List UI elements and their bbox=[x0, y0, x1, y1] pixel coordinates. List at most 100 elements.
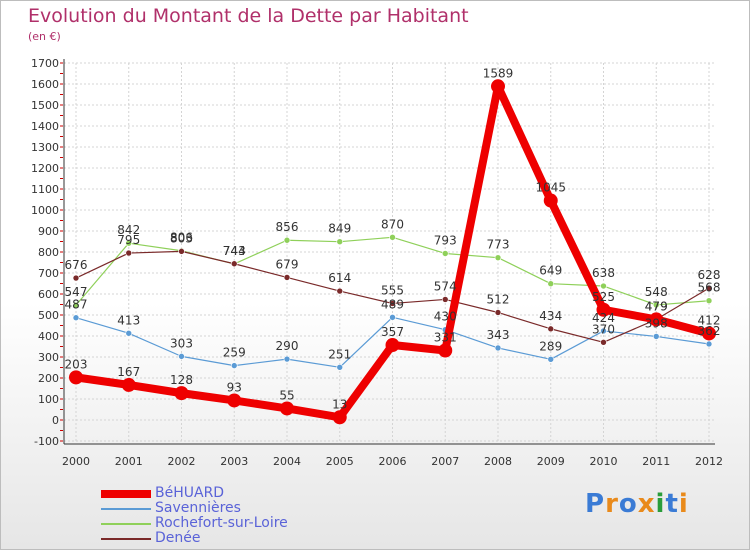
data-point-0 bbox=[69, 370, 83, 385]
data-point-1 bbox=[72, 314, 80, 322]
legend-item: Savennières bbox=[101, 501, 288, 516]
data-point-1 bbox=[230, 362, 238, 369]
data-point-2 bbox=[705, 297, 713, 305]
x-tick-label: 2002 bbox=[168, 455, 196, 468]
data-label: 251 bbox=[328, 347, 351, 361]
y-tick-label: 1500 bbox=[31, 99, 59, 112]
data-point-1 bbox=[389, 314, 396, 321]
data-point-0 bbox=[385, 338, 400, 353]
proxiti-logo: Proxiti bbox=[585, 489, 689, 519]
data-label: 555 bbox=[381, 283, 404, 297]
data-point-3 bbox=[125, 249, 133, 257]
data-point-3 bbox=[441, 296, 449, 303]
y-tick-label: 1600 bbox=[31, 78, 59, 91]
y-tick-label: 500 bbox=[38, 309, 59, 322]
data-point-1 bbox=[283, 355, 291, 363]
data-point-0 bbox=[596, 302, 611, 317]
data-point-0 bbox=[332, 410, 347, 425]
data-point-1 bbox=[336, 363, 344, 371]
data-label: 842 bbox=[117, 223, 140, 237]
data-label: 512 bbox=[487, 292, 510, 306]
legend-label: Rochefort-sur-Loire bbox=[155, 515, 288, 531]
data-point-2 bbox=[72, 301, 80, 309]
data-label: 289 bbox=[539, 339, 562, 353]
y-tick-label: 1700 bbox=[31, 57, 59, 70]
data-point-1 bbox=[600, 327, 607, 335]
data-point-3 bbox=[178, 248, 185, 255]
data-point-1 bbox=[125, 329, 133, 337]
data-point-2 bbox=[547, 280, 555, 288]
data-point-0 bbox=[702, 326, 716, 341]
data-label: 487 bbox=[65, 298, 88, 312]
data-label: 13 bbox=[332, 397, 347, 411]
data-label: 93 bbox=[227, 380, 242, 394]
legend-item: Denée bbox=[101, 531, 288, 546]
legend-swatch bbox=[101, 489, 151, 498]
data-label: 568 bbox=[698, 281, 721, 295]
data-label: 574 bbox=[434, 279, 457, 293]
legend-swatch bbox=[101, 522, 151, 525]
data-label: 167 bbox=[117, 365, 140, 379]
data-point-1 bbox=[494, 344, 502, 352]
data-point-3 bbox=[336, 287, 344, 295]
data-point-2 bbox=[600, 282, 607, 290]
data-label: 1589 bbox=[483, 66, 514, 80]
y-tick-label: 1400 bbox=[31, 120, 59, 133]
y-tick-label: 400 bbox=[38, 330, 59, 343]
data-point-0 bbox=[174, 386, 189, 401]
data-label: 357 bbox=[381, 325, 404, 339]
data-label: 489 bbox=[381, 297, 404, 311]
data-point-0 bbox=[438, 343, 453, 358]
data-label: 331 bbox=[434, 330, 457, 344]
data-label: 343 bbox=[487, 328, 510, 342]
data-label: 744 bbox=[223, 244, 246, 258]
data-point-3 bbox=[547, 325, 555, 333]
data-point-0 bbox=[280, 401, 294, 416]
legend-swatch bbox=[101, 537, 151, 540]
data-point-2 bbox=[441, 250, 449, 257]
legend: BéHUARD Savennières Rochefort-sur-Loire Den… bbox=[101, 486, 288, 546]
legend-item: BéHUARD bbox=[101, 486, 288, 501]
chart-title: Evolution du Montant de la Dette par Hab… bbox=[28, 5, 469, 27]
y-tick-label: 200 bbox=[38, 372, 59, 385]
legend-swatch bbox=[101, 507, 151, 510]
data-label: 803 bbox=[170, 231, 193, 245]
x-tick-label: 2007 bbox=[431, 455, 459, 468]
data-point-0 bbox=[227, 393, 242, 408]
data-label: 203 bbox=[65, 357, 88, 371]
data-label: 479 bbox=[645, 299, 668, 313]
y-tick-label: -100 bbox=[34, 435, 59, 448]
legend-item: Rochefort-sur-Loire bbox=[101, 516, 288, 531]
data-point-1 bbox=[705, 340, 713, 348]
x-tick-label: 2005 bbox=[326, 455, 354, 468]
data-label: 430 bbox=[434, 310, 457, 324]
data-label: 303 bbox=[170, 336, 193, 350]
data-label: 1045 bbox=[535, 181, 566, 195]
data-label: 614 bbox=[328, 271, 351, 285]
data-point-2 bbox=[389, 234, 396, 241]
data-point-1 bbox=[547, 356, 555, 363]
data-point-3 bbox=[283, 274, 291, 281]
x-tick-label: 2012 bbox=[695, 455, 723, 468]
x-tick-label: 2011 bbox=[642, 455, 670, 468]
data-label: 743 bbox=[223, 244, 246, 258]
data-label: 424 bbox=[592, 311, 615, 325]
x-tick-label: 2010 bbox=[590, 455, 618, 468]
data-label: 128 bbox=[170, 373, 193, 387]
data-label: 676 bbox=[65, 258, 88, 272]
data-label: 649 bbox=[539, 264, 562, 278]
data-label: 398 bbox=[645, 316, 668, 330]
data-point-3 bbox=[389, 300, 396, 307]
x-tick-label: 2003 bbox=[220, 455, 248, 468]
data-label: 55 bbox=[279, 388, 294, 402]
y-tick-label: 800 bbox=[38, 246, 59, 259]
data-point-0 bbox=[649, 312, 664, 327]
data-point-0 bbox=[543, 193, 558, 208]
unit-label: (en €) bbox=[28, 30, 61, 43]
data-label: 793 bbox=[434, 233, 457, 247]
data-label: 849 bbox=[328, 222, 351, 236]
data-label: 870 bbox=[381, 217, 404, 231]
x-tick-label: 2001 bbox=[115, 455, 143, 468]
x-tick-label: 2009 bbox=[537, 455, 565, 468]
data-label: 628 bbox=[698, 268, 721, 282]
